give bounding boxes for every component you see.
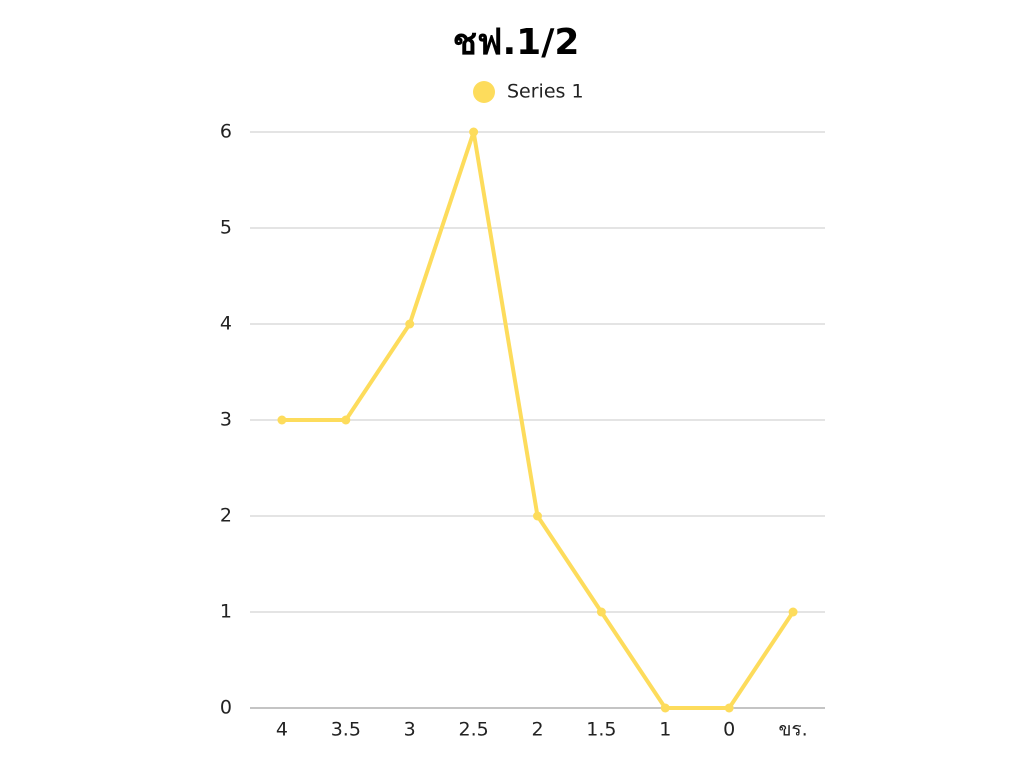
x-tick-label: 0	[723, 719, 735, 741]
data-point	[660, 703, 670, 713]
y-tick-label: 1	[220, 601, 232, 623]
data-point	[341, 415, 351, 425]
x-tick-label: 3.5	[331, 719, 361, 741]
legend-label: Series 1	[507, 81, 584, 103]
x-tick-label: 3	[404, 719, 416, 741]
chart-title: ชฟ.1/2	[453, 22, 580, 63]
data-point	[533, 511, 542, 521]
x-tick-label: 1	[659, 719, 671, 741]
y-tick-label: 6	[220, 121, 232, 143]
y-tick-label: 0	[220, 697, 232, 719]
x-tick-label: 2	[531, 719, 543, 741]
y-tick-label: 4	[220, 313, 232, 335]
x-tick-label: 1.5	[586, 719, 616, 741]
y-tick-label: 2	[220, 505, 232, 527]
y-tick-label: 5	[220, 217, 232, 239]
data-point	[596, 607, 606, 617]
x-tick-label: 2.5	[459, 719, 489, 741]
data-point	[405, 319, 415, 329]
y-tick-label: 3	[220, 409, 232, 431]
data-point	[277, 415, 287, 425]
data-point	[469, 127, 479, 137]
x-tick-label: 4	[276, 719, 288, 741]
data-point	[788, 607, 798, 617]
legend-marker	[473, 81, 495, 103]
data-point	[724, 703, 734, 713]
x-tick-label: ขร.	[778, 719, 807, 741]
